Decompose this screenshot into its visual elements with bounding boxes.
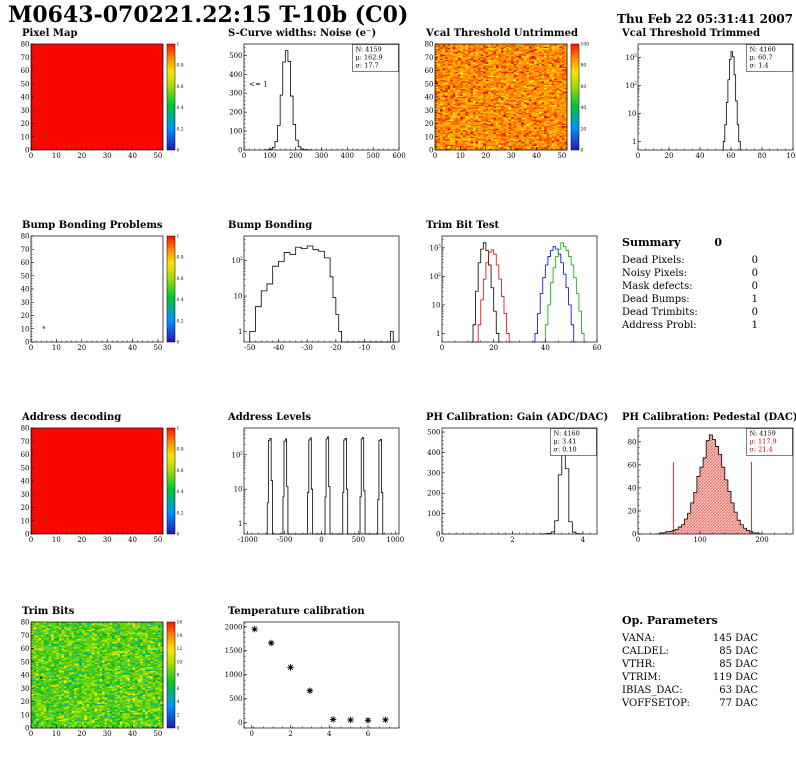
address-decoding-chart [14,424,200,546]
param-row: VTHR: 85 DAC [622,658,758,671]
param-row: VANA: 145 DAC [622,632,758,645]
page-title: M0643-070221.22:15 T-10b (C0) [8,2,409,28]
op-parameters-header: Op. Parameters [622,614,758,627]
trim-bits-panel: Trim Bits [14,606,210,740]
address-decoding-panel: Address decoding [14,412,210,546]
op-parameters-rows: VANA: 145 DAC CALDEL: 85 DAC VTHR: 85 DAC VTRI… [622,632,758,710]
vcal-trimmed-panel: Vcal Threshold Trimmed [614,28,796,162]
param-label: CALDEL: [622,646,669,657]
vcal-trimmed-chart [614,40,796,162]
param-value: 1 [751,294,758,305]
scurve-noise-chart [220,40,406,162]
param-row: VTRIM: 119 DAC [622,671,758,684]
param-value: 63 DAC [719,685,758,696]
chart-title: PH Calibration: Pedestal (DAC) [622,412,796,423]
chart-title: S-Curve widths: Noise (e⁻) [228,28,377,39]
address-levels-panel: Address Levels [220,412,416,546]
param-value: 119 DAC [712,672,758,683]
timestamp: Thu Feb 22 05:31:41 2007 [617,12,794,26]
chart-title: PH Calibration: Gain (ADC/DAC) [426,412,609,423]
chart-title: Temperature calibration [228,606,365,617]
summary-total: 0 [714,236,722,249]
param-label: VTRIM: [622,672,661,683]
summary-title: Summary [622,236,681,249]
param-row: Mask defects: 0 [622,280,758,293]
param-label: Dead Trimbits: [622,307,698,318]
op-parameters-title: Op. Parameters [622,614,718,627]
param-row: Dead Trimbits: 0 [622,306,758,319]
trim-bit-test-panel: Trim Bit Test [418,220,614,354]
param-row: Address Probl: 1 [622,319,758,332]
scurve-noise-panel: S-Curve widths: Noise (e⁻) [220,28,416,162]
chart-title: Pixel Map [22,28,78,39]
param-label: VOFFSETOP: [622,698,690,709]
param-value: 85 DAC [719,646,758,657]
param-value: 1 [751,320,758,331]
param-value: 145 DAC [712,633,758,644]
bump-bonding-panel: Bump Bonding [220,220,416,354]
chart-title: Vcal Threshold Trimmed [622,28,761,39]
chart-title: Address Levels [228,412,312,423]
param-value: 0 [751,255,758,266]
bump-problems-chart [14,232,200,354]
bump-problems-panel: Bump Bonding Problems [14,220,210,354]
summary-rows: Dead Pixels: 0 Noisy Pixels: 0 Mask defects:… [622,254,758,332]
param-row: IBIAS_DAC: 63 DAC [622,684,758,697]
ph-gain-chart [418,424,604,546]
vcal-untrimmed-chart [418,40,604,162]
param-row: Noisy Pixels: 0 [622,267,758,280]
pixel-map-chart [14,40,200,162]
chart-title: Trim Bits [22,606,75,617]
bump-bonding-chart [220,232,406,354]
vcal-untrimmed-panel: Vcal Threshold Untrimmed [418,28,614,162]
param-row: Dead Bumps: 1 [622,293,758,306]
param-label: Mask defects: [622,281,693,292]
chart-title: Bump Bonding [228,220,313,231]
param-label: IBIAS_DAC: [622,685,683,696]
chart-title: Bump Bonding Problems [22,220,163,231]
param-value: 77 DAC [719,698,758,709]
chart-title: Address decoding [22,412,122,423]
pixel-map-panel: Pixel Map [14,28,210,162]
param-label: Noisy Pixels: [622,268,688,279]
trim-bit-test-chart [418,232,604,354]
param-label: Dead Bumps: [622,294,690,305]
ph-gain-panel: PH Calibration: Gain (ADC/DAC) [418,412,614,546]
param-row: CALDEL: 85 DAC [622,645,758,658]
summary-header: Summary 0 [622,236,758,249]
param-label: Address Probl: [622,320,697,331]
param-value: 85 DAC [719,659,758,670]
param-label: Dead Pixels: [622,255,685,266]
param-row: Dead Pixels: 0 [622,254,758,267]
param-value: 0 [751,268,758,279]
temperature-panel: Temperature calibration [220,606,416,740]
chart-title: Vcal Threshold Untrimmed [426,28,578,39]
ph-pedestal-chart [614,424,796,546]
param-row: VOFFSETOP: 77 DAC [622,697,758,710]
summary-block: Summary 0 Dead Pixels: 0 Noisy Pixels: 0 Mas… [622,236,758,332]
param-label: VANA: [622,633,656,644]
op-parameters-block: Op. Parameters VANA: 145 DAC CALDEL: 85 DAC… [622,614,758,710]
temperature-chart [220,618,406,740]
ph-pedestal-panel: PH Calibration: Pedestal (DAC) [614,412,796,546]
address-levels-chart [220,424,406,546]
chart-title: Trim Bit Test [426,220,500,231]
param-value: 0 [751,281,758,292]
param-label: VTHR: [622,659,656,670]
trim-bits-chart [14,618,200,740]
param-value: 0 [751,307,758,318]
